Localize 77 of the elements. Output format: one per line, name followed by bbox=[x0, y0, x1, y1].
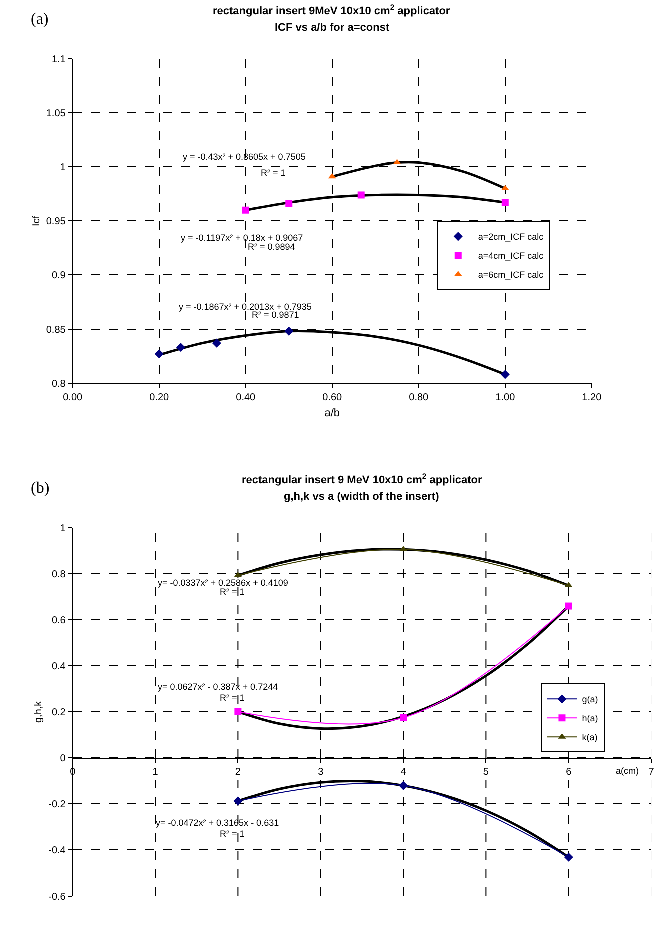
y-tick-label: -0.6 bbox=[48, 892, 66, 903]
y-tick-label: 0.9 bbox=[52, 270, 66, 282]
x-tick-label: 5 bbox=[483, 767, 490, 778]
point bbox=[398, 781, 408, 790]
x-tick-label: 4 bbox=[400, 767, 407, 778]
point bbox=[565, 602, 572, 610]
y-tick-label: 0.85 bbox=[46, 324, 66, 336]
point bbox=[328, 173, 336, 179]
y-tick-label: 0.8 bbox=[52, 378, 66, 390]
x-tick-label: 0.20 bbox=[150, 392, 170, 404]
y-tick-label: 1.1 bbox=[52, 54, 66, 66]
annotation: R² = 1 bbox=[261, 168, 286, 178]
x-tick-label: 0.00 bbox=[63, 392, 84, 404]
annotation: y = -0.1197x² + 0.18x + 0.9067 bbox=[181, 233, 304, 243]
annotation: y= 0.0627x² - 0.387x + 0.7244 bbox=[158, 682, 278, 692]
annotation: R² = 1 bbox=[220, 829, 245, 839]
chart-title: rectangular insert 9MeV 10x10 cm$^{2}$ applicator bbox=[213, 3, 451, 18]
x-tick-label: 1.00 bbox=[496, 392, 516, 404]
x-tick-label: 6 bbox=[566, 767, 572, 778]
point bbox=[564, 582, 573, 588]
point bbox=[393, 159, 402, 165]
point bbox=[284, 326, 294, 336]
x-tick-label: 7 bbox=[648, 767, 655, 778]
point bbox=[358, 192, 365, 199]
point bbox=[286, 200, 293, 208]
legend-label: a=2cm_ICF calc bbox=[478, 232, 544, 242]
x-tick-label: 0.80 bbox=[409, 392, 430, 404]
annotation: y = -0.43x² + 0.8605x + 0.7505 bbox=[183, 152, 306, 162]
y-tick-label: 0 bbox=[60, 754, 66, 765]
x-tick-label: 0.40 bbox=[236, 392, 256, 404]
y-tick-label: 1 bbox=[60, 162, 66, 174]
point bbox=[502, 199, 509, 206]
annotation: y= -0.0472x² + 0.3165x - 0.631 bbox=[156, 818, 280, 828]
point bbox=[242, 206, 250, 214]
point bbox=[212, 338, 222, 348]
point bbox=[154, 350, 164, 359]
annotation: R² = 0.9871 bbox=[252, 310, 300, 320]
text: (b) bbox=[31, 480, 50, 497]
x-axis-title: a/b bbox=[324, 408, 340, 420]
y-tick-label: 1 bbox=[60, 524, 66, 535]
point bbox=[234, 708, 242, 716]
y-tick-label: 0.4 bbox=[52, 662, 66, 673]
legend-label: h(a) bbox=[582, 714, 598, 724]
chart-subtitle: ICF vs a/b for a=const bbox=[275, 22, 390, 34]
chart-title: rectangular insert 9 MeV 10x10 cm$^{2}$ applicator bbox=[242, 472, 483, 487]
annotation: R² = 1 bbox=[220, 693, 245, 703]
y-axis-title: Icf bbox=[31, 216, 42, 226]
x-tick-label: 3 bbox=[318, 767, 324, 778]
legend-label: k(a) bbox=[582, 732, 598, 743]
point bbox=[564, 852, 574, 862]
y-tick-label: 0.6 bbox=[52, 616, 66, 627]
text: (a) bbox=[31, 11, 49, 28]
x-tick-label: 1 bbox=[152, 767, 159, 778]
y-tick-label: -0.4 bbox=[48, 846, 66, 857]
annotation: y= -0.0337x² + 0.2586x + 0.4109 bbox=[158, 578, 288, 588]
annotation: y = -0.1867x² + 0.2013x + 0.7935 bbox=[179, 302, 312, 312]
point bbox=[500, 370, 510, 380]
legend-label: a=6cm_ICF calc bbox=[478, 270, 544, 280]
y-tick-label: -0.2 bbox=[48, 800, 66, 811]
x-axis-title: a(cm) bbox=[616, 766, 639, 776]
y-tick-label: 1.05 bbox=[46, 108, 66, 120]
point bbox=[234, 796, 243, 806]
y-tick-label: 0.8 bbox=[52, 570, 66, 581]
y-axis-title: g,h,k bbox=[34, 700, 45, 723]
x-tick-label: 0.60 bbox=[322, 392, 343, 404]
point bbox=[176, 343, 186, 352]
y-tick-label: 0.95 bbox=[46, 216, 66, 228]
legend-label: g(a) bbox=[582, 694, 598, 705]
legend-label: a=4cm_ICF calc bbox=[478, 251, 544, 262]
chart-subtitle: g,h,k vs a (width of the insert) bbox=[284, 491, 440, 503]
annotation: R² = 0.9894 bbox=[248, 242, 296, 252]
point bbox=[501, 185, 510, 191]
point bbox=[400, 714, 408, 722]
x-tick-label: 2 bbox=[235, 767, 242, 778]
y-tick-label: 0.2 bbox=[52, 708, 66, 719]
x-tick-label: 1.20 bbox=[582, 392, 602, 404]
annotation: R² = 1 bbox=[220, 587, 245, 597]
